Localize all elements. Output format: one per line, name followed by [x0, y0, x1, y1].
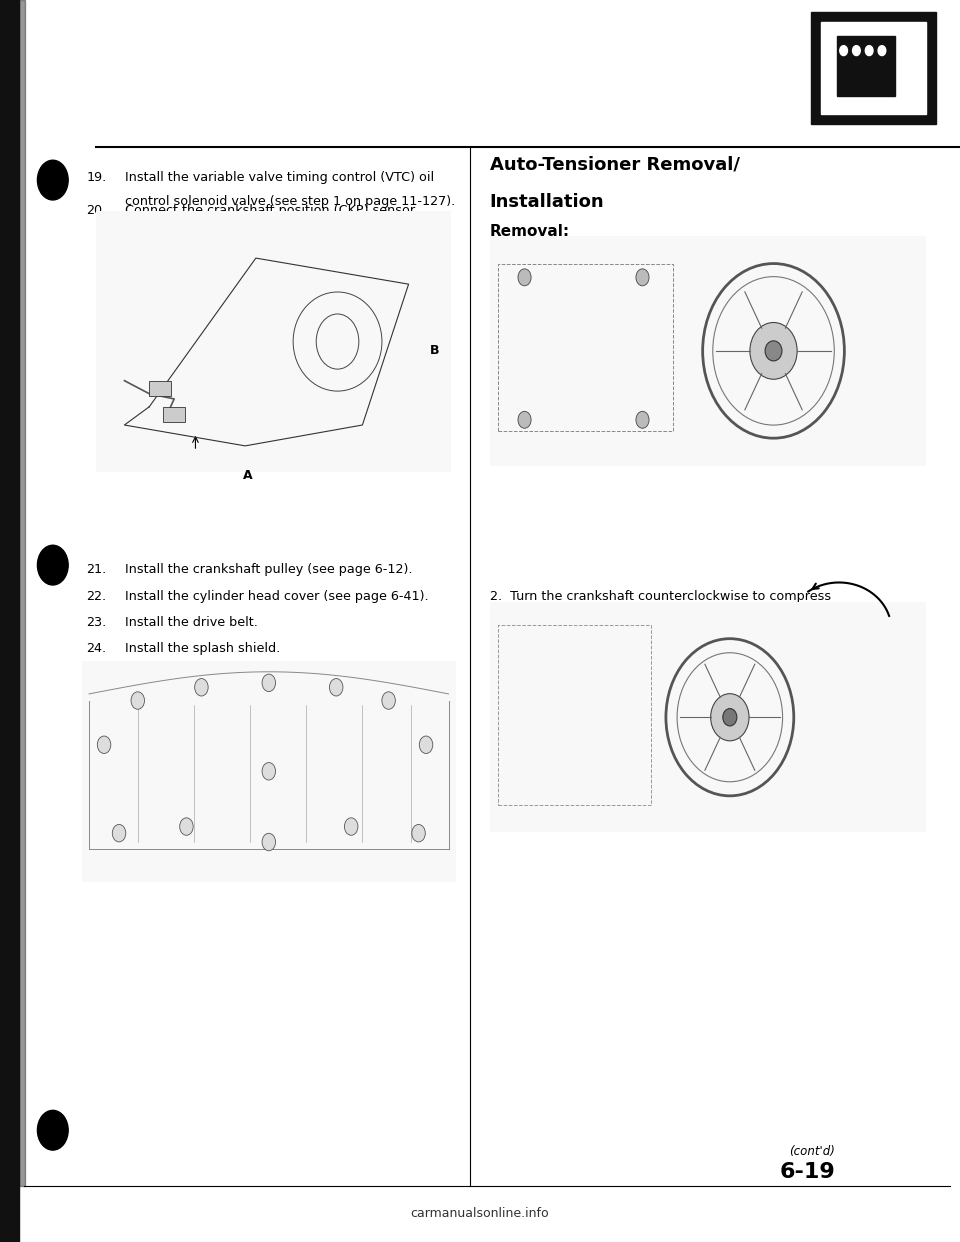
Circle shape	[636, 411, 649, 428]
Text: 20.: 20.	[86, 204, 107, 216]
Bar	[811, 12, 936, 124]
Text: Install the drive belt.: Install the drive belt.	[125, 616, 257, 628]
Text: connector (B).: connector (B).	[125, 251, 216, 263]
Text: 1.  Remove the chain case cover.: 1. Remove the chain case cover.	[490, 242, 702, 255]
Text: 21.: 21.	[86, 563, 107, 575]
Circle shape	[412, 825, 425, 842]
Circle shape	[180, 817, 193, 836]
Text: connector (A) and VTC oil control solenoid valve: connector (A) and VTC oil control soleno…	[125, 227, 432, 240]
Circle shape	[518, 411, 531, 428]
Text: Install the splash shield.: Install the splash shield.	[125, 642, 280, 655]
Text: 6-19: 6-19	[780, 1163, 835, 1182]
Circle shape	[636, 268, 649, 286]
Text: Auto-Tensioner Removal/: Auto-Tensioner Removal/	[490, 155, 739, 173]
Text: Installation: Installation	[490, 193, 604, 210]
Circle shape	[262, 674, 276, 692]
Text: (cont'd): (cont'd)	[789, 1145, 835, 1158]
Text: Install the crankshaft pulley (see page 6-12).: Install the crankshaft pulley (see page …	[125, 563, 412, 575]
Circle shape	[112, 825, 126, 842]
Circle shape	[420, 737, 433, 754]
Text: B: B	[430, 344, 440, 356]
Circle shape	[345, 817, 358, 836]
Text: 23.: 23.	[86, 616, 107, 628]
Bar	[490, 236, 926, 466]
Text: control solenoid valve (see step 1 on page 11-127).: control solenoid valve (see step 1 on pa…	[125, 195, 455, 207]
Circle shape	[131, 692, 145, 709]
Text: 19.: 19.	[86, 171, 107, 184]
Text: A: A	[243, 469, 252, 482]
Ellipse shape	[723, 709, 737, 725]
Bar	[19, 0, 25, 1186]
Circle shape	[865, 46, 873, 56]
Circle shape	[97, 737, 110, 754]
Text: Connect the crankshaft position (CKP) sensor: Connect the crankshaft position (CKP) se…	[125, 204, 415, 216]
Circle shape	[329, 678, 343, 696]
Circle shape	[195, 678, 208, 696]
Ellipse shape	[710, 694, 749, 740]
Bar	[163, 407, 184, 422]
Circle shape	[37, 545, 68, 585]
Text: Install the variable valve timing control (VTC) oil: Install the variable valve timing contro…	[125, 171, 434, 184]
Bar	[0, 0, 19, 1242]
Text: 22.: 22.	[86, 590, 107, 602]
Circle shape	[852, 46, 860, 56]
Bar	[82, 661, 456, 882]
Circle shape	[262, 763, 276, 780]
Bar	[96, 211, 451, 472]
Bar	[150, 380, 171, 396]
Bar	[843, 40, 889, 57]
Circle shape	[878, 46, 886, 56]
Bar	[498, 626, 651, 805]
Bar	[836, 36, 895, 96]
Circle shape	[382, 692, 396, 709]
Circle shape	[37, 1110, 68, 1150]
Text: the auto-tensioner.: the auto-tensioner.	[490, 614, 632, 626]
Text: Removal:: Removal:	[490, 224, 569, 238]
Circle shape	[840, 46, 848, 56]
Circle shape	[518, 268, 531, 286]
Text: 2.  Turn the crankshaft counterclockwise to compress: 2. Turn the crankshaft counterclockwise …	[490, 590, 830, 602]
Ellipse shape	[765, 340, 782, 361]
Ellipse shape	[750, 323, 797, 379]
Bar	[821, 22, 926, 114]
Bar	[490, 602, 926, 832]
Text: Install the cylinder head cover (see page 6-41).: Install the cylinder head cover (see pag…	[125, 590, 428, 602]
Text: carmanualsonline.info: carmanualsonline.info	[411, 1207, 549, 1220]
Circle shape	[37, 160, 68, 200]
Circle shape	[262, 833, 276, 851]
Text: 24.: 24.	[86, 642, 107, 655]
